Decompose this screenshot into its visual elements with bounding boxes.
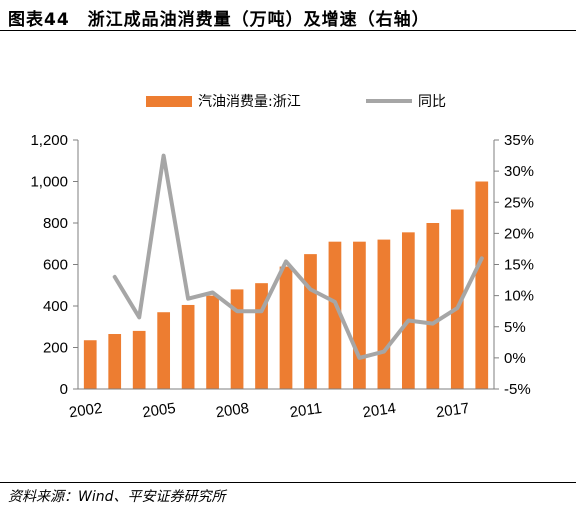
y-right-tick-label: 25%	[504, 194, 534, 211]
y-right-tick-label: 5%	[504, 319, 526, 336]
bar-2003	[108, 334, 122, 389]
bar-2012	[328, 241, 342, 389]
bar-2002	[83, 340, 97, 389]
y-right-tick-label: 20%	[504, 225, 534, 242]
y-left-tick-label: 1,200	[30, 132, 68, 149]
bar-2008	[230, 289, 244, 389]
y-right-tick-label: 10%	[504, 288, 534, 305]
legend-label-line: 同比	[418, 94, 446, 110]
x-tick-label: 2011	[289, 400, 323, 421]
bar-2015	[401, 232, 415, 389]
legend-swatch-bar	[146, 96, 192, 107]
x-tick-label: 2005	[141, 400, 176, 421]
y-right-tick-label: -5%	[504, 381, 531, 398]
bars-series	[83, 181, 489, 389]
yoy-line	[112, 153, 484, 360]
y-left-tick-label: 400	[43, 298, 68, 315]
x-tick-label: 2008	[215, 400, 250, 421]
y-left-tick-label: 200	[43, 340, 68, 357]
bar-2005	[157, 312, 171, 389]
bar-2013	[353, 241, 366, 389]
y-right-tick-label: 15%	[504, 257, 534, 274]
bar-2004	[132, 330, 146, 389]
bar-2017	[450, 209, 464, 389]
axes: 0 200 400 600 800 1,000 1,200 -5% 0% 5% 10% 15% 20% 2…	[30, 132, 534, 421]
x-tick-label: 2014	[362, 400, 397, 421]
y-left-tick-label: 0	[60, 381, 68, 398]
source-note: 资料来源：Wind、平安证券研究所	[8, 489, 226, 505]
footer-bar: 资料来源：Wind、平安证券研究所	[0, 482, 576, 513]
y-left-tick-label: 800	[43, 215, 68, 232]
legend: 汽油消费量:浙江 同比	[146, 94, 446, 110]
legend-label-bar: 汽油消费量:浙江	[198, 94, 301, 110]
y-left-tick-label: 1,000	[30, 174, 68, 191]
line-series	[112, 153, 484, 360]
bar-2010	[279, 266, 293, 389]
bar-2014	[377, 239, 391, 389]
bar-2006	[181, 304, 195, 389]
y-left-tick-label: 600	[43, 257, 68, 274]
bar-2016	[426, 223, 440, 389]
title-bar: 图表44 浙江成品油消费量（万吨）及增速（右轴）	[0, 0, 576, 31]
page-title: 图表44 浙江成品油消费量（万吨）及增速（右轴）	[8, 10, 430, 30]
bar-2011	[304, 254, 317, 389]
y-right-tick-label: 30%	[504, 163, 534, 180]
chart: 汽油消费量:浙江 同比 0 200 400 600 800 1,000 1,200 -5% 0% 5…	[30, 94, 534, 421]
x-tick-label: 2002	[68, 400, 103, 421]
y-right-tick-label: 35%	[504, 132, 534, 149]
bar-2007	[206, 295, 219, 389]
bar-2018	[475, 181, 489, 389]
y-right-tick-label: 0%	[504, 350, 526, 367]
x-tick-label: 2017	[435, 400, 470, 421]
